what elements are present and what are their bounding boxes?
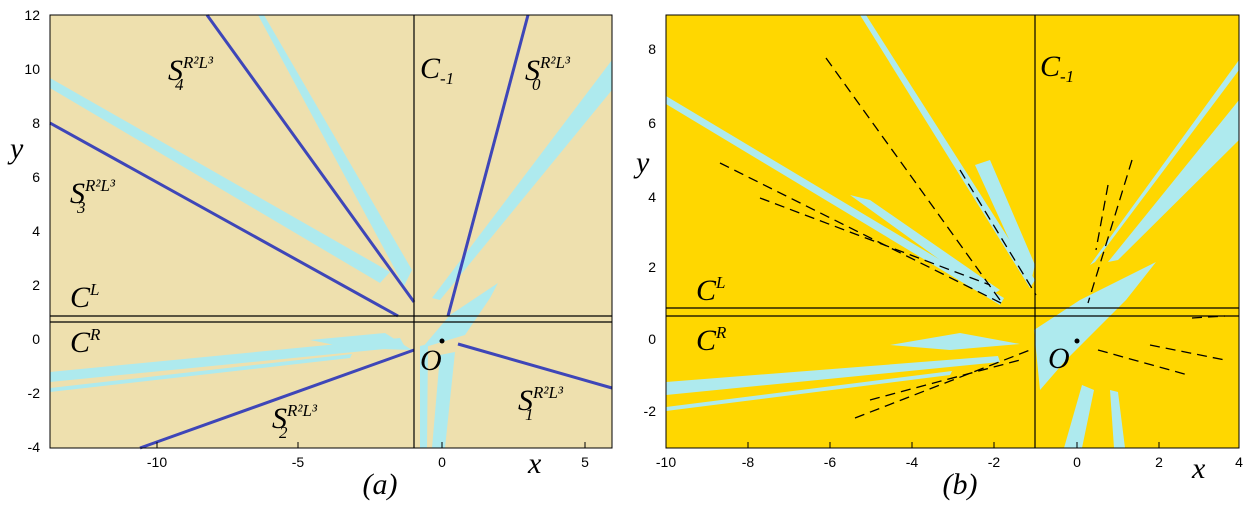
region-label-s0: SR²L³ 0 [525, 53, 571, 94]
trace [1087, 159, 1133, 304]
ytick-label: 6 [648, 115, 656, 131]
xtick-label: -6 [824, 454, 837, 470]
ytick-label: -2 [644, 403, 657, 419]
origin-label-a: O [420, 344, 442, 377]
basin-wedge [310, 333, 412, 350]
basin-wedge [1110, 390, 1125, 448]
caption-a: (a) [363, 468, 398, 501]
origin-point-a [439, 338, 445, 344]
xtick-label: -8 [742, 454, 755, 470]
region-label-s3: SR²L³ 3 [70, 176, 116, 217]
line-label-cl-b: CL [696, 273, 725, 307]
plot-area-a [50, 15, 612, 448]
ytick-label: 0 [32, 331, 40, 347]
curve-s1 [457, 342, 613, 390]
xtick-label: 2 [1155, 454, 1163, 470]
basin-wedge [666, 96, 1004, 305]
xtick-label: -10 [656, 454, 676, 470]
basin-wedge [890, 333, 1020, 350]
origin-label-b: O [1048, 342, 1070, 375]
basin-wedge [666, 371, 952, 411]
xtick-label: -2 [988, 454, 1001, 470]
stable-set-curves-a [49, 14, 613, 450]
xtick-label: 0 [438, 454, 446, 470]
xtick-label: -5 [292, 454, 305, 470]
xtick-label: 4 [1235, 454, 1243, 470]
basin-wedge [432, 60, 612, 300]
line-label-cl-a: CL [70, 280, 99, 314]
line-label-c-1-a: C-1 [420, 52, 454, 88]
y-axis-label-a: y [7, 132, 24, 165]
stable-set-traces-b [719, 57, 1226, 419]
curve-s2 [139, 348, 415, 450]
trace [825, 57, 1001, 301]
ytick-label: 0 [648, 331, 656, 347]
basin-wedge [420, 344, 428, 448]
origin-point-b [1074, 338, 1080, 344]
region-label-s4: SR²L³ 4 [168, 53, 214, 94]
curve-s4 [205, 14, 416, 303]
basin-wedge [258, 15, 412, 286]
basin-wedge [1108, 100, 1239, 262]
caption-b: (b) [943, 468, 978, 501]
ytick-label: 6 [32, 169, 40, 185]
trace [1149, 344, 1226, 361]
trace [759, 197, 991, 286]
ytick-label: 8 [648, 41, 656, 57]
y-axis-label-b: y [633, 146, 650, 179]
trace [1191, 315, 1226, 319]
region-label-s1: SR²L³ 1 [518, 383, 564, 424]
ytick-label: 10 [24, 61, 40, 77]
ytick-label: 2 [32, 277, 40, 293]
basin-wedge [850, 195, 1000, 296]
basin-regions-a [50, 15, 612, 448]
trace [1095, 184, 1109, 251]
frame-b [665, 14, 1240, 449]
basin-wedge [975, 160, 1035, 285]
basin-wedge [50, 354, 352, 392]
ytick-label: 4 [32, 223, 40, 239]
basin-wedge [1064, 385, 1094, 448]
line-label-cr-a: CR [70, 325, 101, 359]
xtick-label: 5 [581, 454, 589, 470]
ytick-label: -2 [28, 385, 41, 401]
ytick-label: 8 [32, 115, 40, 131]
basin-wedge [860, 15, 1035, 288]
line-label-c-1-b: C-1 [1040, 50, 1074, 86]
x-axis-label-b: x [1191, 452, 1206, 485]
panel-b: -10 -8 -6 -4 -2 0 2 4 8 6 4 2 0 -2 y x (… [633, 14, 1243, 501]
basin-wedge [1090, 60, 1239, 265]
ytick-label: -4 [28, 439, 41, 455]
x-axis-label-a: x [527, 447, 542, 480]
basin-wedge [432, 352, 455, 448]
curve-s3 [49, 121, 399, 318]
panel-a: -10 -5 0 5 12 10 8 6 4 2 0 -2 -4 y x (a)… [7, 7, 613, 501]
ytick-label: 4 [648, 189, 656, 205]
basin-wedge [50, 338, 405, 382]
basin-wedge [50, 78, 390, 283]
basin-regions-b [666, 15, 1239, 448]
xtick-label: -10 [147, 454, 167, 470]
ytick-label: 12 [24, 7, 40, 23]
trace [719, 162, 1006, 306]
basin-wedge [1034, 262, 1156, 390]
xtick-label: 0 [1073, 454, 1081, 470]
curve-s0 [446, 14, 530, 317]
line-label-cr-b: CR [696, 323, 727, 357]
ytick-label: 2 [648, 259, 656, 275]
region-label-s2: SR²L³ 2 [272, 401, 318, 442]
trace [959, 169, 1037, 296]
frame-a [49, 14, 613, 449]
xtick-label: -4 [906, 454, 919, 470]
trace [869, 359, 1021, 401]
basin-wedge [666, 356, 1000, 395]
